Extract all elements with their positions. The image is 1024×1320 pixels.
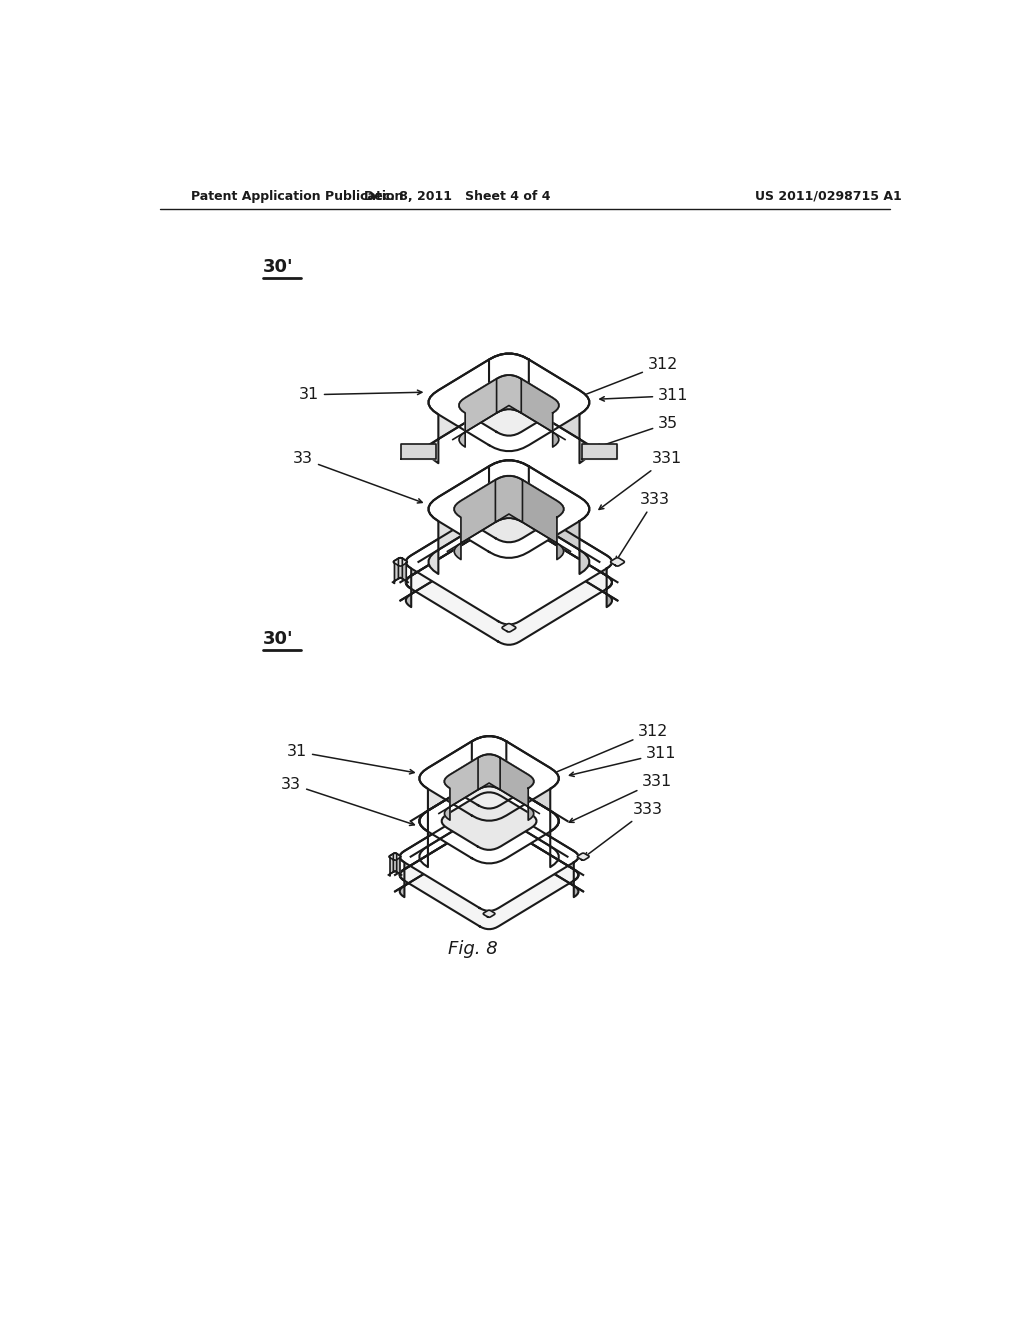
Polygon shape	[487, 796, 495, 818]
Polygon shape	[483, 911, 495, 917]
Polygon shape	[406, 499, 520, 589]
Polygon shape	[502, 492, 511, 517]
Text: 331: 331	[599, 451, 682, 510]
Text: 33: 33	[282, 776, 415, 825]
Polygon shape	[489, 461, 589, 574]
Polygon shape	[389, 853, 400, 861]
Text: Fig. 8: Fig. 8	[449, 940, 498, 958]
Text: 312: 312	[565, 356, 678, 403]
Polygon shape	[393, 558, 408, 566]
Text: Dec. 8, 2011   Sheet 4 of 4: Dec. 8, 2011 Sheet 4 of 4	[365, 190, 551, 202]
Text: 312: 312	[539, 723, 669, 780]
Text: 311: 311	[600, 388, 688, 404]
Polygon shape	[496, 477, 563, 560]
Text: 33: 33	[293, 451, 422, 503]
Polygon shape	[441, 792, 537, 850]
Polygon shape	[582, 444, 616, 459]
Polygon shape	[444, 755, 534, 808]
Polygon shape	[429, 461, 589, 558]
Text: 331: 331	[569, 774, 673, 822]
Text: 30': 30'	[263, 259, 294, 276]
Polygon shape	[578, 853, 589, 861]
Polygon shape	[459, 375, 521, 447]
Polygon shape	[420, 779, 559, 863]
Polygon shape	[502, 623, 516, 632]
Text: 333: 333	[585, 803, 663, 857]
Polygon shape	[429, 461, 528, 574]
Polygon shape	[472, 779, 559, 867]
Polygon shape	[401, 444, 436, 459]
Polygon shape	[389, 853, 396, 876]
Polygon shape	[420, 779, 506, 867]
Polygon shape	[399, 821, 499, 898]
Polygon shape	[420, 737, 559, 821]
Polygon shape	[406, 499, 612, 624]
Text: 30': 30'	[263, 630, 294, 648]
Polygon shape	[399, 803, 579, 911]
Polygon shape	[502, 492, 516, 500]
Polygon shape	[498, 520, 612, 607]
Polygon shape	[406, 520, 520, 607]
Text: US 2011/0298715 A1: US 2011/0298715 A1	[755, 190, 902, 202]
Text: 31: 31	[299, 387, 422, 403]
Polygon shape	[479, 821, 579, 898]
Polygon shape	[429, 354, 589, 451]
Polygon shape	[455, 477, 563, 543]
Polygon shape	[393, 558, 402, 583]
Text: 31: 31	[287, 744, 414, 774]
Text: Patent Application Publication: Patent Application Publication	[191, 190, 403, 202]
Polygon shape	[489, 354, 589, 463]
Text: Fig. 7: Fig. 7	[472, 591, 522, 610]
Polygon shape	[472, 737, 559, 832]
Polygon shape	[459, 375, 559, 436]
Text: 311: 311	[569, 746, 677, 776]
Polygon shape	[479, 803, 579, 880]
Polygon shape	[497, 375, 559, 447]
Polygon shape	[507, 492, 516, 517]
Polygon shape	[393, 853, 400, 876]
Polygon shape	[420, 737, 506, 832]
Polygon shape	[483, 796, 495, 803]
Polygon shape	[483, 796, 490, 818]
Polygon shape	[398, 558, 408, 583]
Polygon shape	[429, 354, 528, 463]
Polygon shape	[399, 803, 499, 880]
Text: 333: 333	[615, 492, 670, 561]
Polygon shape	[478, 755, 534, 820]
Polygon shape	[399, 821, 579, 929]
Polygon shape	[610, 558, 625, 566]
Polygon shape	[498, 499, 612, 589]
Polygon shape	[455, 477, 522, 560]
Polygon shape	[444, 755, 500, 820]
Polygon shape	[406, 520, 612, 644]
Text: 35: 35	[596, 416, 678, 449]
